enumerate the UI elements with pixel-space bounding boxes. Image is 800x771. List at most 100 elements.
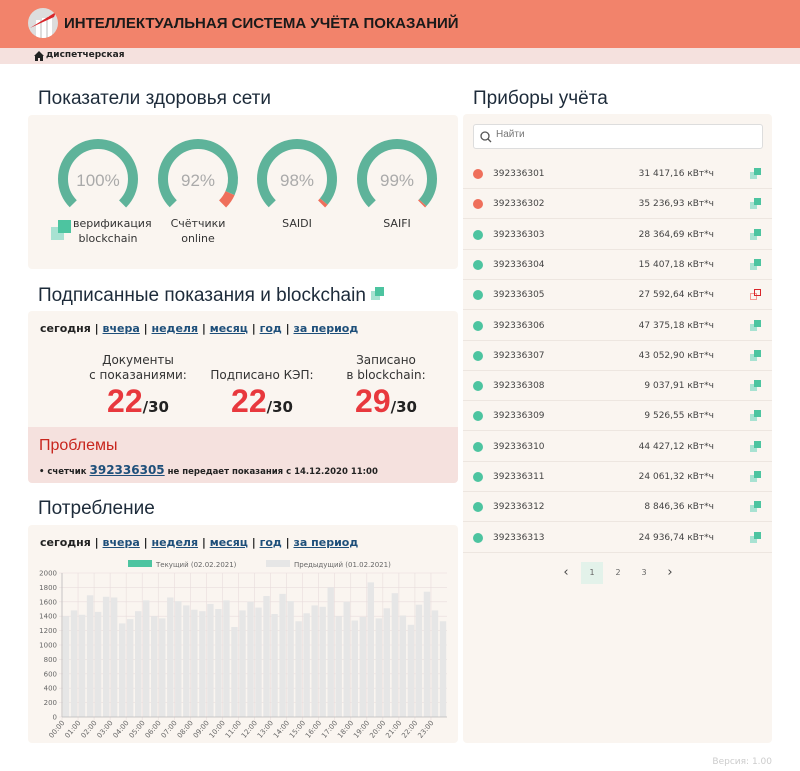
bar-previous[interactable]	[327, 587, 334, 717]
bar-previous[interactable]	[86, 595, 94, 717]
bar-previous[interactable]	[151, 616, 158, 717]
bar-previous[interactable]	[311, 605, 318, 717]
page-1[interactable]: 1	[581, 562, 603, 584]
meter-id[interactable]: 392336302	[493, 199, 545, 210]
bar-previous[interactable]	[126, 619, 134, 717]
bar-previous[interactable]	[399, 615, 407, 717]
bar-previous[interactable]	[343, 601, 350, 717]
meter-row[interactable]: 392336308 9 037,91 кВт*ч	[463, 371, 772, 402]
bar-previous[interactable]	[423, 591, 431, 717]
home-icon[interactable]	[34, 51, 44, 61]
blockchain-synced-icon[interactable]	[750, 410, 762, 425]
bar-previous[interactable]	[415, 604, 423, 717]
blockchain-synced-icon[interactable]	[750, 258, 762, 274]
bar-previous[interactable]	[407, 624, 415, 717]
bar-previous[interactable]	[375, 618, 383, 717]
meter-row[interactable]: 392336310 44 427,12 кВт*ч	[463, 432, 772, 462]
blockchain-synced-icon[interactable]	[750, 349, 762, 365]
tab-yesterday[interactable]: вчера	[102, 536, 140, 549]
tab-period[interactable]: за период	[293, 536, 359, 549]
meter-id[interactable]: 392336312	[493, 502, 545, 513]
meter-id[interactable]: 392336305	[493, 290, 545, 301]
meter-row[interactable]: 392336302 35 236,93 кВт*ч	[463, 189, 772, 220]
blockchain-synced-icon[interactable]	[750, 531, 762, 547]
tab-week[interactable]: неделя	[151, 322, 199, 335]
meter-row[interactable]: 392336306 47 375,18 кВт*ч	[463, 311, 772, 341]
bar-previous[interactable]	[175, 601, 182, 717]
blockchain-synced-icon[interactable]	[750, 168, 762, 183]
bar-previous[interactable]	[263, 596, 270, 717]
bar-previous[interactable]	[255, 607, 262, 717]
meter-id[interactable]: 392336307	[493, 350, 545, 361]
tab-today[interactable]: сегодня	[40, 536, 91, 549]
blockchain-synced-icon[interactable]	[750, 380, 762, 395]
blockchain-error-icon[interactable]	[750, 289, 762, 304]
meter-row[interactable]: 392336307 43 052,90 кВт*ч	[463, 341, 772, 371]
bar-previous[interactable]	[70, 610, 78, 717]
bar-previous[interactable]	[207, 603, 214, 717]
meter-id[interactable]: 392336309	[493, 411, 545, 422]
bar-previous[interactable]	[62, 616, 70, 717]
meter-row[interactable]: 392336313 24 936,74 кВт*ч	[463, 523, 772, 553]
bar-previous[interactable]	[359, 616, 366, 717]
meter-row[interactable]: 392336312 8 846,36 кВт*ч	[463, 492, 772, 523]
meter-id[interactable]: 392336308	[493, 381, 545, 392]
next-page-button[interactable]: ›	[667, 565, 673, 580]
blockchain-synced-icon[interactable]	[750, 228, 762, 244]
meter-id[interactable]: 392336304	[493, 259, 545, 270]
tab-month[interactable]: месяц	[209, 536, 248, 549]
meter-id[interactable]: 392336301	[493, 169, 545, 179]
bar-previous[interactable]	[215, 609, 222, 717]
bar-previous[interactable]	[351, 620, 358, 717]
meter-row[interactable]: 392336305 27 592,64 кВт*ч	[463, 280, 772, 311]
legend-swatch-current[interactable]	[128, 560, 152, 567]
search-box[interactable]	[473, 124, 763, 149]
bar-previous[interactable]	[94, 611, 102, 717]
search-input[interactable]	[496, 129, 746, 140]
page-2[interactable]: 2	[615, 568, 621, 577]
tab-today[interactable]: сегодня	[40, 322, 91, 335]
meter-row[interactable]: 392336303 28 364,69 кВт*ч	[463, 220, 772, 250]
bar-previous[interactable]	[271, 614, 278, 717]
bar-previous[interactable]	[391, 593, 399, 717]
bar-previous[interactable]	[303, 613, 310, 717]
bar-previous[interactable]	[102, 596, 110, 717]
bar-previous[interactable]	[191, 609, 198, 717]
legend-swatch-previous[interactable]	[266, 560, 290, 567]
meter-row[interactable]: 392336309 9 526,55 кВт*ч	[463, 401, 772, 432]
blockchain-synced-icon[interactable]	[750, 501, 762, 516]
blockchain-synced-icon[interactable]	[750, 198, 762, 213]
meter-row[interactable]: 392336304 15 407,18 кВт*ч	[463, 250, 772, 280]
bar-previous[interactable]	[335, 616, 342, 717]
meter-id[interactable]: 392336306	[493, 320, 545, 331]
blockchain-synced-icon[interactable]	[750, 319, 762, 335]
bar-previous[interactable]	[143, 600, 150, 717]
meter-row[interactable]: 392336301 31 417,16 кВт*ч	[463, 159, 772, 189]
bar-previous[interactable]	[295, 621, 302, 717]
bar-previous[interactable]	[319, 606, 326, 717]
blockchain-synced-icon[interactable]	[750, 471, 762, 486]
tab-period[interactable]: за период	[293, 322, 359, 335]
bar-previous[interactable]	[183, 605, 190, 717]
problem-meter-link[interactable]: 392336305	[89, 463, 165, 477]
tab-year[interactable]: год	[259, 322, 282, 335]
meter-id[interactable]: 392336310	[493, 441, 545, 452]
meter-id[interactable]: 392336311	[493, 472, 545, 482]
bar-previous[interactable]	[231, 627, 238, 717]
bar-previous[interactable]	[431, 610, 439, 717]
bar-previous[interactable]	[78, 614, 86, 717]
tab-year[interactable]: год	[259, 536, 282, 549]
bar-previous[interactable]	[367, 582, 375, 717]
bar-previous[interactable]	[159, 618, 166, 717]
tab-yesterday[interactable]: вчера	[102, 322, 140, 335]
bar-previous[interactable]	[223, 600, 230, 717]
bar-previous[interactable]	[239, 610, 246, 717]
meter-row[interactable]: 392336311 24 061,32 кВт*ч	[463, 462, 772, 492]
breadcrumb-home[interactable]: диспетчерская	[46, 50, 125, 60]
meter-id[interactable]: 392336313	[493, 532, 545, 543]
bar-previous[interactable]	[279, 593, 286, 717]
bar-previous[interactable]	[383, 608, 391, 717]
bar-previous[interactable]	[199, 611, 206, 717]
bar-previous[interactable]	[110, 597, 118, 717]
bar-previous[interactable]	[287, 601, 294, 717]
